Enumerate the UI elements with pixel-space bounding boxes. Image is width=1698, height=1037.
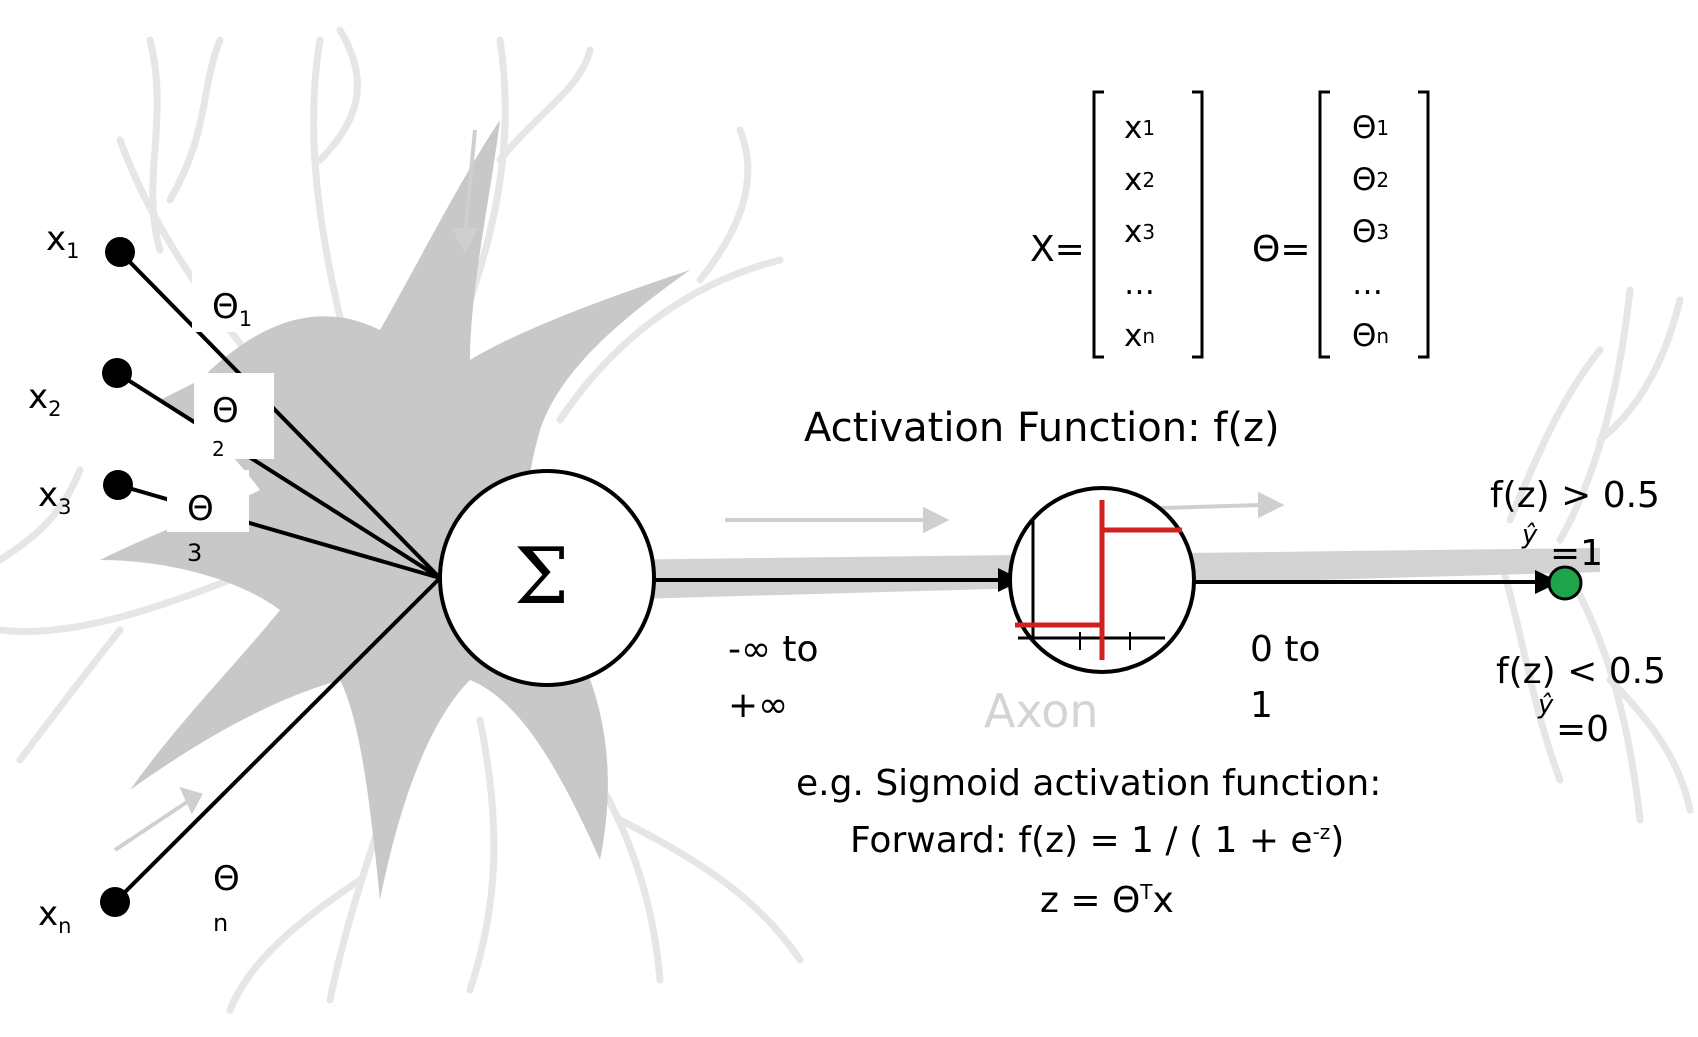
matrix-x-row: … (1124, 265, 1155, 302)
range-input-label: -∞ to +∞ (728, 629, 819, 726)
activation-title-bg (778, 392, 1418, 468)
sigmoid-line1: e.g. Sigmoid activation function: (796, 763, 1382, 804)
output-high-yhat: ŷ (1522, 520, 1538, 550)
range-output-label: 0 to 1 (1250, 629, 1321, 726)
activation-function-title: Activation Function: f(z) (804, 405, 1280, 451)
sigmoid-z-equation: z = ΘTx (1040, 880, 1174, 921)
step-function-graph (1015, 500, 1182, 660)
matrix-brackets (1092, 90, 1430, 359)
matrix-theta-row: … (1352, 265, 1383, 302)
weight-label-theta1: Θ1 (212, 287, 253, 331)
input-label-x3: x3 (38, 475, 72, 519)
weight-label-bg (167, 470, 249, 532)
input-label-x1: x1 (46, 219, 80, 263)
axon-label: Axon (984, 684, 1099, 738)
output-arrow-head (1535, 570, 1560, 594)
output-high-value: =1 (1550, 533, 1604, 574)
matrix-x-label: X= (1030, 229, 1085, 270)
output-dot (1547, 565, 1583, 601)
weight-label-bg (194, 373, 274, 459)
summation-symbol: Σ (514, 532, 570, 622)
output-high-condition: f(z) > 0.5 (1490, 475, 1660, 516)
input-label-xn: xn (38, 894, 72, 938)
sigmoid-forward-equation: Forward: f(z) = 1 / ( 1 + e-z) (850, 820, 1345, 861)
output-low-condition: f(z) < 0.5 (1496, 651, 1666, 692)
weight-label-bg (192, 266, 258, 332)
weight-label-bg (196, 842, 276, 920)
matrix-theta-label: Θ= (1252, 229, 1311, 270)
output-low-value: =0 (1556, 709, 1610, 750)
input-nodes (100, 237, 135, 917)
output-low-yhat: ŷ (1538, 690, 1554, 720)
input-label-x2: x2 (28, 377, 62, 421)
